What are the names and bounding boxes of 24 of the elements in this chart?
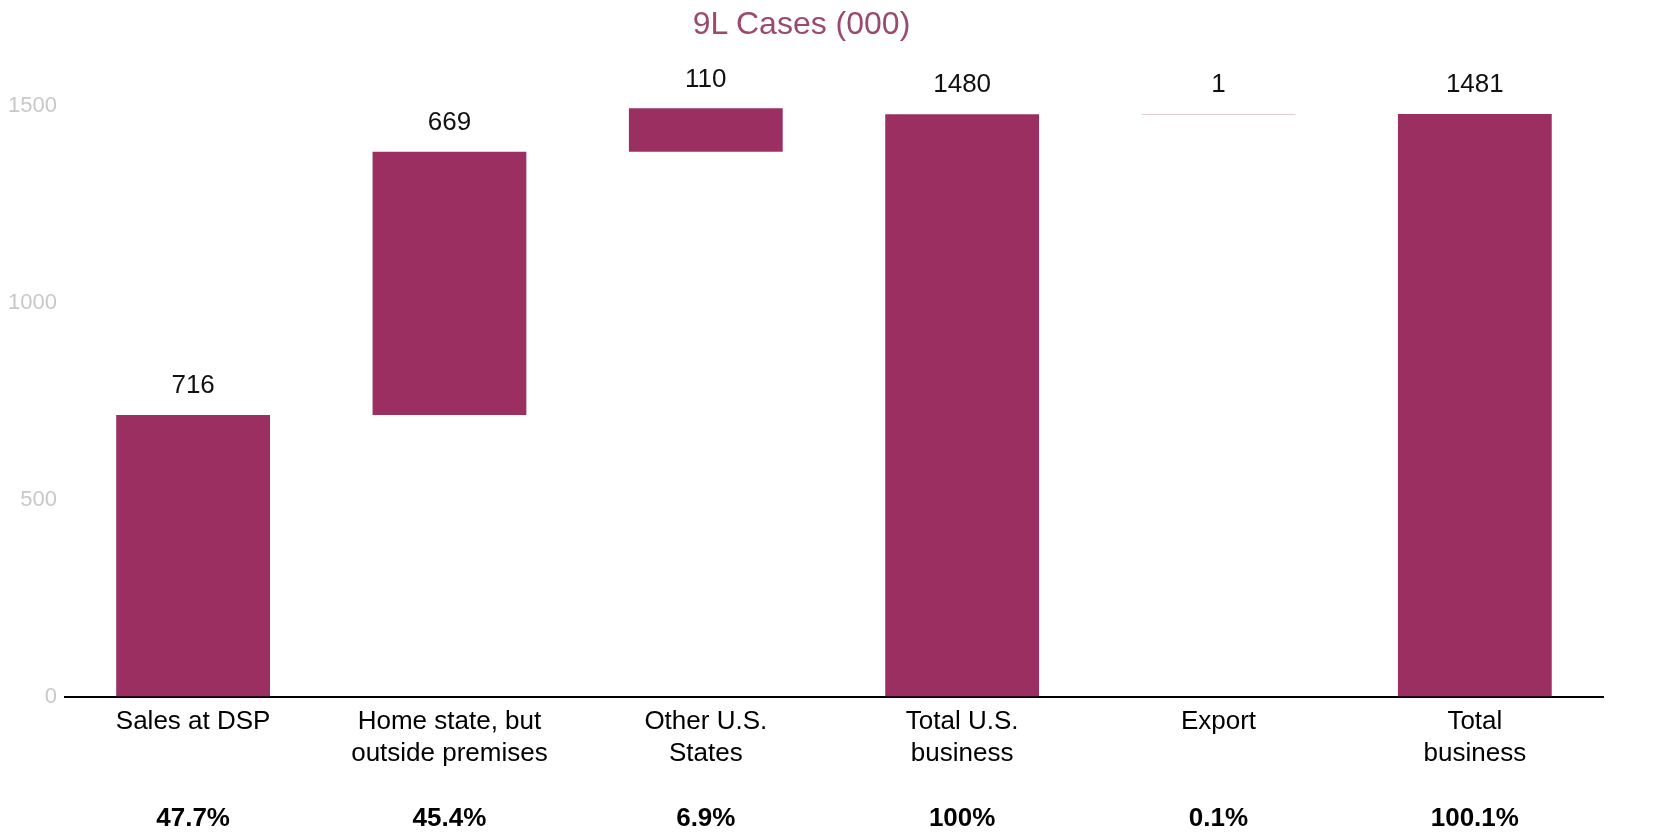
data-label: 669 — [427, 105, 472, 136]
data-label: 716 — [171, 369, 215, 400]
x-tick-label: Home state, but outside premises — [351, 705, 548, 767]
bar — [885, 114, 1040, 697]
x-tick-label: Export — [1180, 705, 1257, 736]
data-label: 110 — [685, 62, 727, 93]
text: 0.1% — [1188, 802, 1249, 833]
x-tick-label: Other U.S. States — [644, 705, 768, 767]
text: 6.9% — [676, 802, 736, 833]
text: 45.4% — [412, 802, 487, 833]
x-tick-label: Total U.S. business — [905, 705, 1019, 767]
bar — [372, 151, 527, 415]
text: 47.7% — [156, 802, 230, 833]
x-tick-label: Total business — [1423, 705, 1527, 767]
bar — [116, 414, 271, 697]
x-tick-label: Sales at DSP — [115, 705, 271, 736]
bar — [628, 108, 783, 152]
bar — [1397, 113, 1552, 697]
data-label: 1480 — [933, 68, 992, 99]
text: 100.1% — [1430, 802, 1519, 833]
text: 100% — [928, 802, 996, 833]
data-label: 1481 — [1445, 68, 1504, 99]
data-label: 1 — [1211, 68, 1226, 99]
chart-title: 9L Cases (000) — [692, 5, 911, 42]
